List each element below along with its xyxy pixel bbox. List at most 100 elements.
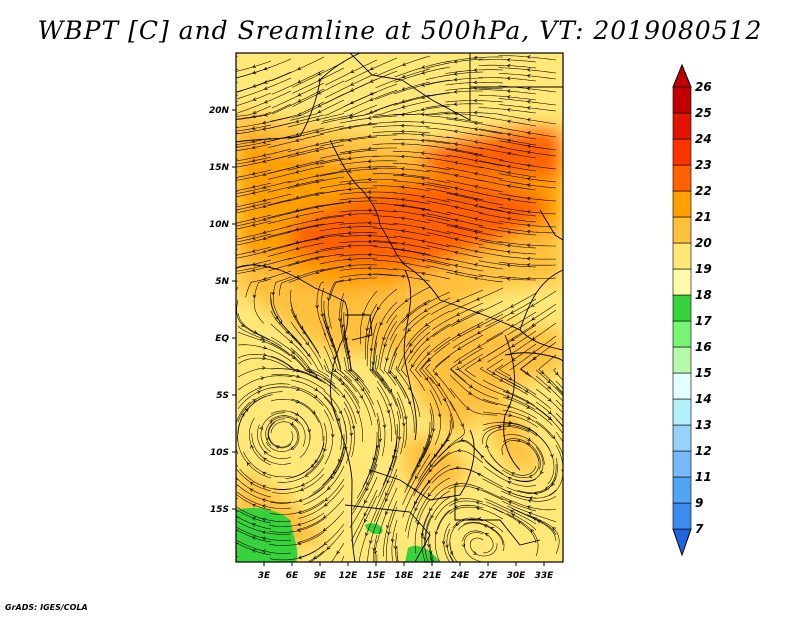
streamline-arrow [499,378,504,382]
streamline-arrow [251,517,256,521]
streamline-arrow [251,114,256,119]
streamline-arrow [434,531,439,536]
streamline-arrow [326,297,331,302]
streamline-arrow [297,528,302,533]
streamline-arrow [297,92,302,97]
streamline-arrow [507,422,512,427]
streamline-arrow [424,322,429,327]
streamline-arrow [454,218,459,223]
lon-label: 12E [339,571,359,581]
streamline-arrow [551,435,555,440]
colorbar-label: 22 [695,184,712,198]
streamline-arrow [427,480,432,484]
streamline-arrow [393,449,398,454]
streamline-arrow [372,457,377,462]
streamline-arrow [367,177,372,182]
streamline-arrow [540,370,545,375]
streamline-arrow [378,438,383,443]
streamline-arrow [453,59,458,64]
streamline-arrow [367,266,372,270]
streamline-arrow [474,172,478,176]
streamline-arrow [456,318,461,323]
streamline-arrow [297,522,302,527]
streamline [236,111,272,120]
streamline-arrow [455,366,460,371]
streamline-arrow [506,217,511,221]
streamline-arrow [365,532,369,537]
streamline-arrow [411,363,415,368]
streamline-arrow [506,164,511,169]
streamline-arrow [400,274,405,279]
streamline-arrow [526,131,531,135]
streamline-arrow [454,264,458,268]
colorbar-swatch [672,320,692,348]
streamline-arrow [252,503,256,508]
streamline-arrow [386,479,390,484]
streamline-arrow [526,196,531,201]
streamline-arrow [302,330,306,335]
lat-label: 15S [210,505,229,515]
streamline-arrow [347,212,352,217]
colorbar-swatch [672,86,692,114]
streamline-arrow [506,89,511,93]
lat-label: 10S [210,448,229,458]
streamline-arrow [365,487,369,492]
streamline-arrow [363,512,368,517]
streamline-arrow [476,330,481,334]
streamline-arrow [322,515,327,519]
streamline-arrow [348,115,353,119]
colorbar: 7 9 11 12 13 14 15 16 17 18 19 20 21 22 23 24 25 26 [672,63,712,557]
streamline-arrow [453,142,458,147]
streamline-arrow [527,427,532,431]
streamline-arrow [369,66,374,71]
streamline-arrow [477,344,482,348]
streamline-arrow [474,185,478,189]
streamline-arrow [441,443,445,448]
streamline-arrow [264,99,268,104]
streamline-arrow [526,256,531,261]
streamline-arrow [314,217,319,222]
streamline-arrow [295,138,300,142]
streamline-arrow [325,326,330,330]
streamline-arrow [297,541,302,546]
colorbar-label: 16 [695,340,712,354]
streamline-arrow [346,350,351,355]
streamline-arrow [527,437,531,442]
streamline-arrow [261,530,266,535]
streamline-arrow [473,127,478,132]
streamline-arrow [347,225,352,229]
streamline-arrow [367,208,372,213]
streamline-arrow [317,77,322,82]
streamline-arrow [422,536,427,541]
streamline-arrow [420,163,425,168]
streamline-arrow [420,120,425,125]
streamline-arrow [526,405,531,409]
streamline-arrow [314,173,319,178]
streamline-arrow [252,64,256,69]
streamline-arrow [296,368,301,373]
streamline-arrow [527,499,532,503]
lon-label: 30E [507,571,527,581]
streamline-arrow [387,531,391,536]
colorbar-swatch [672,424,692,452]
streamline-arrow [436,382,441,387]
streamline-arrow [526,163,531,168]
streamline-arrow [305,341,309,346]
streamline-arrow [420,138,425,143]
colorbar-label: 17 [695,314,712,328]
streamline-arrow [484,444,489,449]
streamline-arrow [417,463,421,468]
streamline-arrow [249,481,254,486]
streamline-arrow [393,375,397,380]
streamline-arrow [511,472,516,476]
streamline-arrow [526,223,531,228]
streamline-arrow [338,410,343,415]
colorbar-label: 23 [695,158,712,172]
streamline-arrow [311,410,316,415]
streamline-arrow [385,492,389,497]
streamline-arrow [262,198,267,203]
wbpt-shading [236,53,563,562]
streamline-arrow [455,298,460,302]
streamline-arrow [454,481,459,486]
streamline [449,541,458,562]
